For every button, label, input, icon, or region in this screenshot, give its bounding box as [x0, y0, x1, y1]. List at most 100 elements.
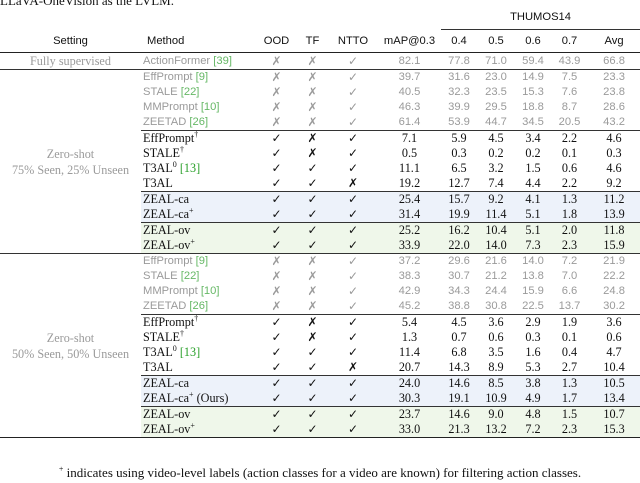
method-name: ZEAL-ov [143, 407, 191, 421]
footnote: + indicates using video-level labels (ac… [0, 465, 640, 481]
tf-mark: ✗ [307, 315, 318, 329]
method-cell: STALE† [141, 146, 256, 161]
avg-value: 13.9 [588, 207, 640, 223]
ood-mark: ✓ [256, 391, 297, 407]
setting-label: 50% Seen, 50% Unseen [11, 346, 130, 361]
avg-value: 66.8 [603, 54, 625, 67]
map07-value: 0.6 [561, 161, 578, 175]
ood-mark: ✓ [256, 207, 297, 223]
method-name: STALE [143, 146, 180, 160]
map03-value: 39.7 [398, 71, 421, 83]
map03-value: 40.5 [398, 86, 421, 98]
map07-value: 7.0 [561, 270, 578, 282]
ntto-mark: ✓ [328, 191, 378, 207]
map04-value: 21.3 [441, 422, 477, 438]
col-05: 0.5 [488, 35, 504, 47]
method-cell: EffPrompt [9] [141, 254, 256, 270]
method-name: T3AL [143, 345, 173, 359]
map03-value: 5.4 [401, 315, 418, 329]
map06-value: 59.4 [522, 54, 544, 67]
map03-value: 33.0 [378, 422, 441, 438]
method-cell: ActionFormer [39] [141, 53, 256, 70]
method-cell: T3AL0 [13] [141, 161, 256, 176]
ntto-mark: ✗ [347, 360, 359, 374]
citation-link[interactable]: [13] [179, 161, 201, 175]
ood-mark: ✗ [271, 299, 282, 313]
ntto-mark: ✓ [347, 100, 359, 114]
map03-value: 82.1 [398, 54, 421, 67]
citation-link[interactable]: [9] [195, 71, 209, 83]
map05-value: 10.9 [477, 391, 515, 407]
ntto-mark: ✓ [347, 115, 359, 129]
setting-label: 75% Seen, 25% Unseen [11, 162, 130, 177]
table-row: Zero-shot 75% Seen, 25% Unseen EffPrompt [… [0, 69, 640, 254]
map03-value: 25.2 [378, 222, 441, 238]
map05-value: 10.4 [477, 222, 515, 238]
ood-mark: ✗ [271, 269, 282, 283]
citation-link[interactable]: [9] [195, 255, 209, 267]
col-method: Method [147, 34, 185, 47]
map06-value: 3.8 [515, 375, 551, 391]
map05-value: 13.2 [477, 422, 515, 438]
method-name: MMPrompt [143, 101, 198, 113]
map07-value: 2.7 [561, 360, 578, 374]
map06-value: 3.4 [525, 131, 541, 145]
ood-mark: ✓ [271, 315, 282, 329]
map06-value: 4.9 [515, 391, 551, 407]
method-cell: EffPrompt† [141, 131, 256, 147]
map05-value: 29.5 [485, 101, 507, 113]
method-note: (Ours) [196, 391, 229, 405]
ntto-mark: ✓ [347, 161, 359, 175]
ood-mark: ✗ [271, 100, 282, 114]
map06-value: 0.2 [525, 146, 541, 160]
citation-link[interactable]: [39] [213, 54, 232, 67]
method-cell: ZEAL-ca [141, 375, 256, 391]
map06-value: 5.3 [525, 360, 541, 374]
map06-value: 14.0 [522, 255, 544, 267]
map03-value: 24.0 [378, 375, 441, 391]
footnote-symbol: + [58, 464, 64, 474]
tf-mark: ✓ [297, 406, 328, 422]
tf-mark: ✓ [297, 391, 328, 407]
citation-link[interactable]: [10] [200, 101, 220, 113]
table-row: STALE† ✓ ✗ ✓ 1.3 0.7 0.6 0.3 0.1 0.6 [0, 330, 640, 345]
map06-value: 4.4 [525, 176, 541, 190]
method-name: STALE [143, 330, 180, 344]
avg-value: 43.2 [603, 116, 625, 128]
ood-mark: ✓ [271, 360, 282, 374]
citation-link[interactable]: [22] [180, 86, 200, 98]
map07-value: 7.5 [561, 71, 578, 83]
table-row: EffPrompt† ✓ ✗ ✓ 7.1 5.9 4.5 3.4 2.2 4.6 [0, 130, 640, 147]
map07-value: 6.6 [561, 285, 578, 297]
tf-mark: ✗ [307, 299, 318, 313]
map05-value: 0.2 [488, 146, 504, 160]
table-row: STALE† ✓ ✗ ✓ 0.5 0.3 0.2 0.2 0.1 0.3 [0, 146, 640, 161]
tf-mark: ✗ [307, 284, 318, 298]
method-cell: STALE [22] [141, 269, 256, 284]
table-row: MMPrompt [10] ✗ ✗ ✓ 42.9 34.3 24.4 15.9 6.6 24.8 [0, 284, 640, 299]
table-row: Zero-shot 50% Seen, 50% Unseen EffPrompt [… [0, 253, 640, 438]
map07-value: 2.3 [551, 238, 588, 254]
citation-link[interactable]: [13] [179, 345, 201, 359]
map03-value: 61.4 [398, 116, 421, 128]
method-superscript: † [179, 146, 184, 154]
map07-value: 1.7 [551, 391, 588, 407]
avg-value: 4.7 [606, 345, 622, 359]
citation-link[interactable]: [22] [180, 270, 200, 282]
tf-mark: ✓ [297, 207, 328, 223]
map04-value: 77.8 [448, 54, 470, 67]
tf-mark: ✓ [307, 360, 318, 374]
citation-link[interactable]: [26] [189, 116, 209, 128]
table-row: EffPrompt† ✓ ✗ ✓ 5.4 4.5 3.6 2.9 1.9 3.6 [0, 314, 640, 331]
method-name: EffPrompt [143, 71, 193, 83]
citation-link[interactable]: [26] [189, 300, 209, 312]
ntto-mark: ✓ [328, 375, 378, 391]
map04-value: 4.5 [451, 315, 467, 329]
citation-link[interactable]: [10] [200, 285, 220, 297]
map03-value: 23.7 [378, 406, 441, 422]
map06-value: 18.8 [522, 101, 544, 113]
method-cell: MMPrompt [10] [141, 100, 256, 115]
map04-value: 19.9 [441, 207, 477, 223]
map06-value: 15.9 [522, 285, 544, 297]
avg-value: 15.9 [588, 238, 640, 254]
